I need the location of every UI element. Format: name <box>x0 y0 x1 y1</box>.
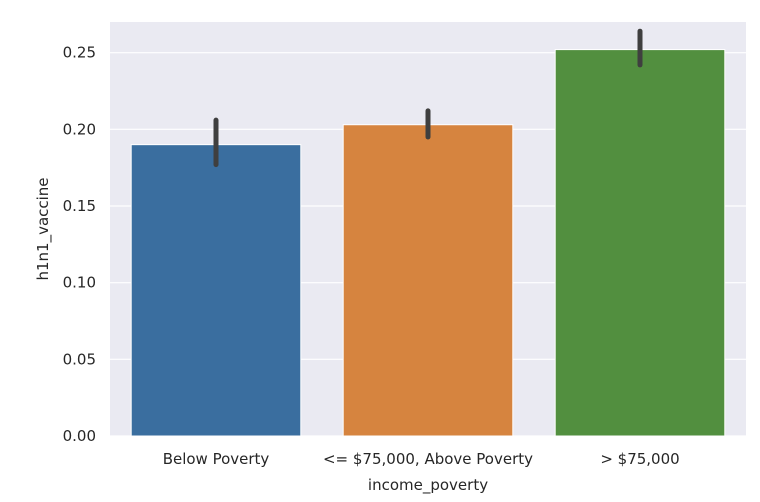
bar <box>342 124 514 437</box>
bar <box>130 144 302 437</box>
y-tick-label: 0.20 <box>63 120 96 138</box>
x-tick-label: Below Poverty <box>163 450 270 468</box>
x-tick-labels: Below Poverty <= $75,000, Above Poverty > … <box>163 450 680 468</box>
x-axis-label: income_poverty <box>368 476 488 495</box>
y-tick-labels: 0.00 0.05 0.10 0.15 0.20 0.25 <box>63 44 96 445</box>
y-tick-label: 0.10 <box>63 274 96 292</box>
y-tick-label: 0.05 <box>63 350 96 368</box>
x-tick-label: > $75,000 <box>600 450 679 468</box>
error-bars <box>213 28 643 168</box>
bars <box>130 49 726 437</box>
y-tick-label: 0.25 <box>63 44 96 62</box>
y-tick-label: 0.15 <box>63 197 96 215</box>
bar <box>554 49 726 437</box>
y-tick-label: 0.00 <box>63 427 96 445</box>
y-axis-label: h1n1_vaccine <box>34 177 53 280</box>
x-tick-label: <= $75,000, Above Poverty <box>323 450 533 468</box>
